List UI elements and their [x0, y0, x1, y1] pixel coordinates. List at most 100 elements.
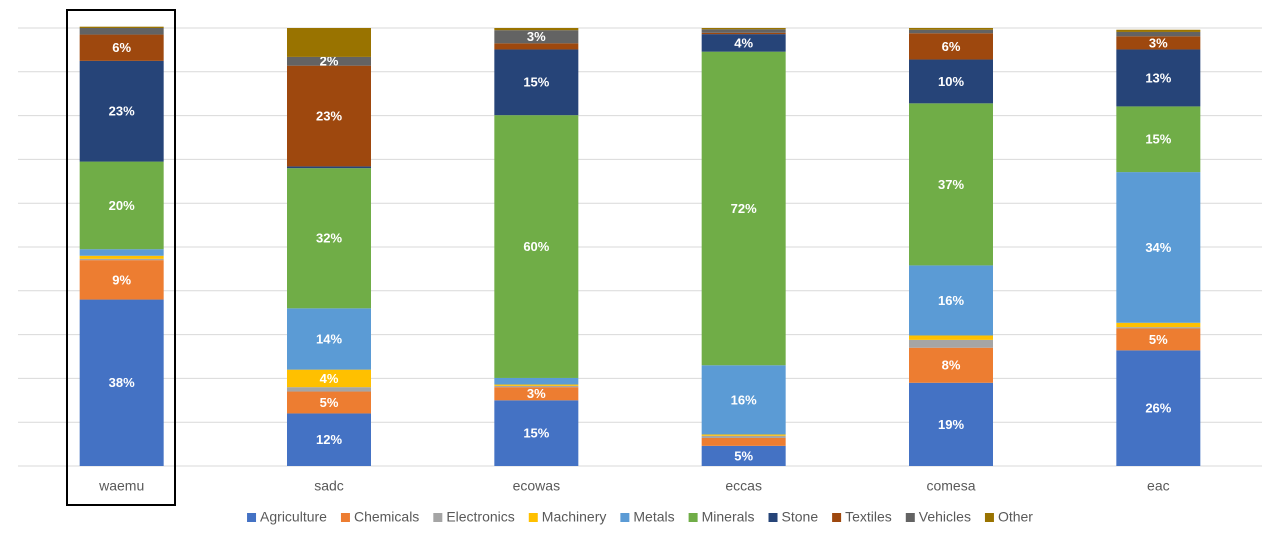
- value-label: 15%: [523, 426, 549, 441]
- bar-segment: [287, 168, 371, 309]
- value-label: 4%: [320, 371, 339, 386]
- value-label: 8%: [942, 358, 961, 373]
- bar-segment: [287, 387, 371, 392]
- legend-label: Chemicals: [354, 509, 419, 525]
- bar-segment: [1116, 36, 1201, 50]
- value-label: 14%: [316, 331, 342, 346]
- value-label: 37%: [938, 177, 964, 192]
- bar-segment: [494, 30, 579, 44]
- value-label: 9%: [112, 272, 131, 287]
- value-label: 13%: [1145, 70, 1171, 85]
- bar-segment: [701, 365, 786, 435]
- bar-segment: [287, 413, 371, 466]
- bar-segment: [1116, 322, 1201, 328]
- bar-segment: [1116, 328, 1201, 351]
- bar-segment: [494, 400, 579, 466]
- value-label: 34%: [1145, 240, 1171, 255]
- bar-segment: [701, 435, 786, 438]
- value-label: 10%: [938, 74, 964, 89]
- legend-swatch: [620, 513, 630, 522]
- bar-segment: [79, 26, 164, 28]
- value-label: 12%: [316, 432, 342, 447]
- value-label: 5%: [320, 395, 339, 410]
- legend-label: Stone: [782, 509, 819, 525]
- bar-segment: [701, 437, 786, 446]
- legend-label: Agriculture: [260, 509, 327, 525]
- x-tick-label: ecowas: [513, 478, 560, 494]
- highlight-box: [66, 9, 176, 506]
- bar-segment: [909, 29, 993, 34]
- bar-segment: [494, 385, 579, 388]
- x-tick-label: sadc: [314, 478, 344, 494]
- bar-segment: [287, 369, 371, 388]
- x-tick-label: waemu: [98, 478, 144, 494]
- bar-segment: [287, 391, 371, 414]
- x-tick-label: eccas: [725, 478, 762, 494]
- value-label: 5%: [1149, 332, 1168, 347]
- bar-segment: [287, 308, 371, 370]
- bar-segment: [701, 28, 786, 30]
- bar-segment: [701, 29, 786, 33]
- bar-segment: [909, 339, 993, 348]
- legend-label: Other: [998, 509, 1033, 525]
- bar-segment: [79, 255, 164, 259]
- bar-segment: [1116, 31, 1201, 37]
- bar-segment: [79, 34, 164, 61]
- value-label: 23%: [109, 104, 135, 119]
- bar-segment: [909, 103, 993, 266]
- bar-segment: [909, 347, 993, 383]
- bar-segment: [79, 60, 164, 162]
- bar-segment: [494, 28, 579, 31]
- bar-segment: [1116, 172, 1201, 323]
- legend-label: Textiles: [845, 509, 892, 525]
- value-label: 15%: [1145, 132, 1171, 147]
- value-label: 72%: [731, 201, 757, 216]
- bar-segment: [701, 445, 786, 466]
- bar-segment: [494, 387, 579, 401]
- value-label: 15%: [523, 75, 549, 90]
- bar-segment: [1116, 29, 1201, 32]
- value-label: 19%: [938, 417, 964, 432]
- bar-segment: [79, 249, 164, 256]
- legend-label: Minerals: [702, 509, 755, 525]
- bar-segment: [909, 335, 993, 340]
- bar-segment: [494, 43, 579, 50]
- bar-segment: [909, 265, 993, 336]
- bar-segment: [79, 299, 164, 466]
- bar-segment: [287, 56, 371, 66]
- x-tick-label: comesa: [926, 478, 975, 494]
- bar-segment: [909, 28, 993, 30]
- legend: Agriculture Chemicals Electronics Machinery…: [247, 509, 1033, 525]
- bar-segment: [909, 59, 993, 104]
- bar-segment: [701, 51, 786, 366]
- value-label: 16%: [731, 392, 757, 407]
- value-label: 2%: [320, 54, 339, 69]
- value-label: 26%: [1145, 401, 1171, 416]
- legend-label: Electronics: [446, 509, 514, 525]
- legend-swatch: [528, 513, 538, 522]
- value-label: 3%: [527, 386, 546, 401]
- value-label: 20%: [109, 198, 135, 213]
- x-tick-label: eac: [1147, 478, 1170, 494]
- bar-segment: [79, 161, 164, 250]
- bar-segment: [287, 65, 371, 167]
- bar-segment: [1116, 327, 1201, 329]
- bar-segment: [79, 260, 164, 300]
- legend-label: Machinery: [542, 509, 607, 525]
- value-label: 5%: [734, 448, 753, 463]
- bar-segment: [79, 28, 164, 35]
- legend-swatch: [984, 513, 994, 522]
- bar-segment: [701, 32, 786, 35]
- value-label: 3%: [1149, 35, 1168, 50]
- bar-segment: [1116, 350, 1201, 466]
- value-label: 23%: [316, 108, 342, 123]
- bar-segment: [494, 115, 579, 378]
- value-label: 6%: [112, 40, 131, 55]
- legend-label: Metals: [633, 509, 674, 525]
- value-label: 60%: [523, 239, 549, 254]
- bar-segment: [494, 49, 579, 116]
- value-label: 32%: [316, 231, 342, 246]
- bar-segment: [287, 28, 371, 57]
- legend-swatch: [768, 513, 778, 522]
